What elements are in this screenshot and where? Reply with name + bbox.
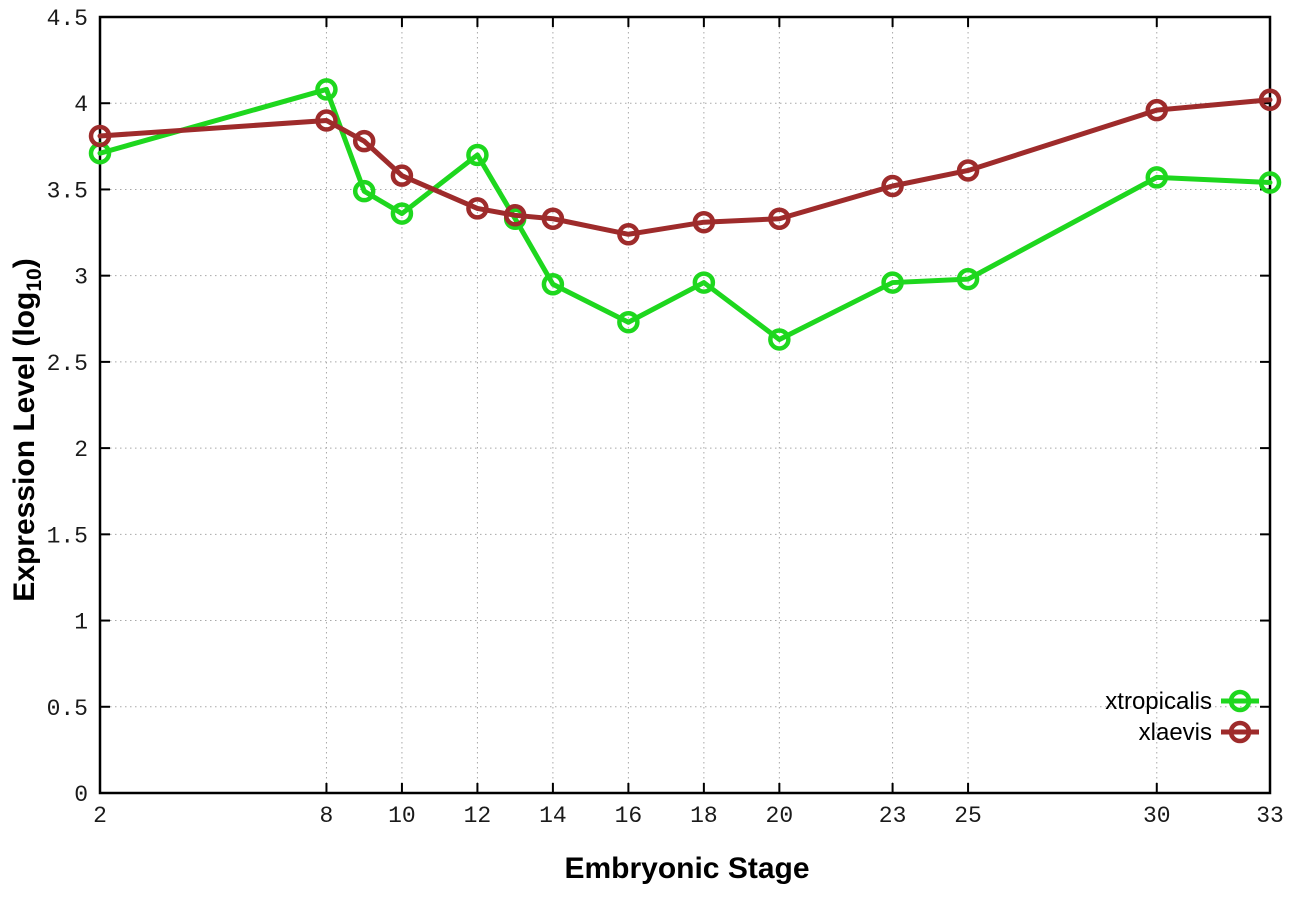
y-tick-label: 3.5 [47, 178, 88, 204]
y-tick-label: 2 [74, 437, 88, 463]
y-tick-label: 4.5 [47, 6, 88, 32]
legend-marker-sample-icon [1228, 689, 1252, 713]
legend-item-xlaevis: xlaevis [1139, 719, 1259, 746]
y-axis-title-subscript: 10 [23, 268, 46, 291]
y-tick-label: 3 [74, 265, 88, 291]
data-point-marker-xlaevis [768, 207, 791, 231]
data-point-marker-xlaevis [881, 174, 904, 198]
x-tick-label: 25 [954, 803, 982, 829]
data-point-marker-xlaevis [1145, 98, 1169, 122]
data-point-marker-xlaevis [541, 207, 565, 231]
x-tick-label: 23 [879, 803, 907, 829]
y-tick-label: 4 [74, 92, 88, 118]
data-series-layer [88, 78, 1282, 351]
data-point-marker-xtropicalis [768, 328, 791, 351]
data-point-marker-xlaevis [617, 223, 640, 246]
data-point-marker-xlaevis [88, 124, 112, 148]
x-tick-label: 14 [539, 803, 567, 829]
x-axis-title: Embryonic Stage [564, 852, 809, 885]
gridlines-layer [99, 16, 1271, 793]
legend-item-xtropicalis: xtropicalis [1105, 688, 1259, 715]
y-tick-label: 0 [74, 782, 88, 808]
y-axis-title-close: ) [8, 258, 41, 268]
tick-labels-layer: 2 8 10 12 14 16 18 20 23 25 30 33 0 0.5 1 1.5 2 2.5 3 3.5 4 4… [47, 6, 1284, 829]
legend: xtropicalis xlaevis [1105, 688, 1259, 746]
data-point-marker-xtropicalis [1258, 171, 1282, 194]
data-point-marker-xtropicalis [352, 179, 376, 203]
data-point-marker-xtropicalis [692, 271, 716, 294]
data-point-marker-xlaevis [1258, 88, 1282, 112]
axes-layer [98, 15, 1272, 795]
data-point-marker-xlaevis [692, 210, 716, 234]
data-point-marker-xtropicalis [541, 273, 565, 296]
data-point-marker-xtropicalis [466, 143, 489, 167]
x-tick-label: 16 [615, 803, 643, 829]
data-point-marker-xtropicalis [881, 271, 904, 294]
legend-label-xtropicalis: xtropicalis [1105, 688, 1212, 715]
data-point-marker-xtropicalis [956, 267, 980, 291]
legend-label-xlaevis: xlaevis [1139, 719, 1212, 746]
y-tick-label: 2.5 [47, 351, 88, 377]
data-point-marker-xlaevis [956, 159, 980, 182]
data-point-marker-xtropicalis [1145, 166, 1169, 189]
data-point-marker-xlaevis [466, 197, 489, 220]
x-tick-label: 30 [1143, 803, 1171, 829]
y-tick-label: 1.5 [47, 523, 88, 549]
data-point-marker-xtropicalis [315, 78, 338, 101]
y-tick-label: 0.5 [47, 696, 88, 722]
data-point-marker-xlaevis [315, 109, 338, 132]
y-axis-title-main: Expression Level (log [8, 292, 41, 602]
y-tick-label: 1 [74, 610, 88, 636]
x-tick-label: 33 [1256, 803, 1284, 829]
series-line-xlaevis [97, 97, 1273, 237]
x-tick-label: 12 [464, 803, 492, 829]
legend-marker-sample-icon [1228, 720, 1252, 744]
x-tick-label: 2 [93, 803, 107, 829]
series-line-xtropicalis [97, 86, 1273, 342]
plot-border [98, 15, 1272, 795]
x-tick-label: 10 [388, 803, 416, 829]
data-point-marker-xlaevis [503, 204, 527, 227]
x-tick-label: 18 [690, 803, 718, 829]
y-axis-title: Expression Level (log10) [8, 258, 46, 601]
data-point-marker-xtropicalis [617, 310, 640, 334]
data-point-marker-xlaevis [390, 164, 414, 187]
x-tick-label: 8 [320, 803, 334, 829]
data-point-marker-xtropicalis [390, 202, 414, 225]
data-point-marker-xlaevis [352, 129, 376, 153]
x-tick-label: 20 [766, 803, 794, 829]
